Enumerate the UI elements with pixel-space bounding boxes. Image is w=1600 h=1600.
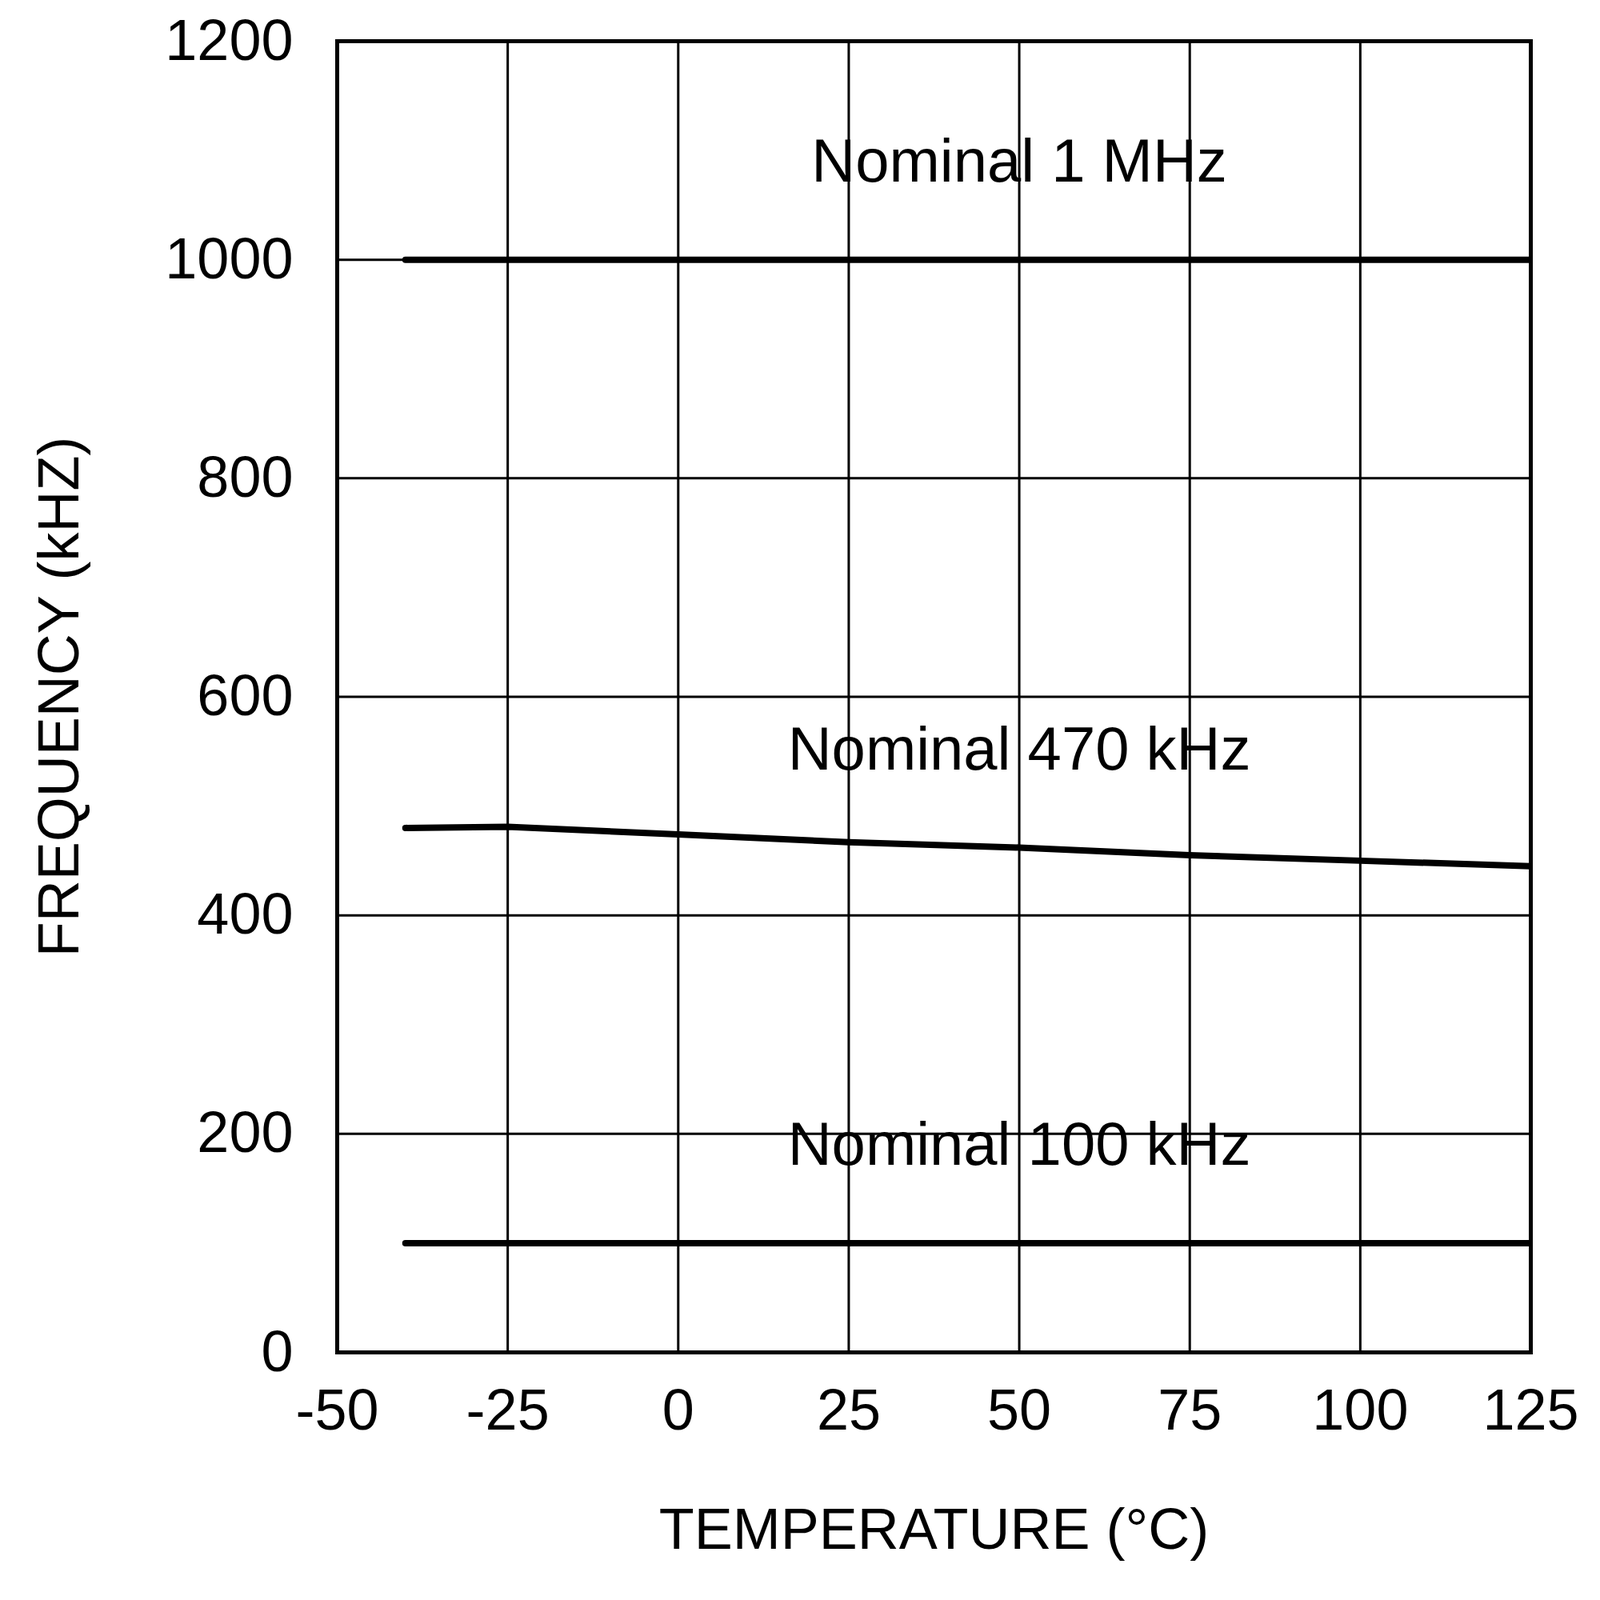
svg-text:-50: -50 (295, 1377, 379, 1442)
svg-text:800: 800 (196, 444, 293, 509)
svg-text:Nominal 1 MHz: Nominal 1 MHz (811, 126, 1227, 195)
svg-text:100: 100 (1312, 1377, 1408, 1442)
svg-text:0: 0 (260, 1319, 293, 1384)
svg-text:600: 600 (196, 663, 293, 728)
svg-text:75: 75 (1157, 1377, 1222, 1442)
svg-text:50: 50 (987, 1377, 1052, 1442)
svg-text:FREQUENCY (kHZ): FREQUENCY (kHZ) (26, 436, 91, 958)
svg-text:Nominal 470 kHz: Nominal 470 kHz (788, 714, 1252, 783)
svg-text:1200: 1200 (164, 8, 293, 72)
svg-text:400: 400 (196, 881, 293, 946)
svg-text:1000: 1000 (164, 226, 293, 291)
svg-text:125: 125 (1482, 1377, 1579, 1442)
svg-text:200: 200 (196, 1100, 293, 1164)
svg-text:Nominal 100 kHz: Nominal 100 kHz (788, 1109, 1252, 1178)
svg-text:TEMPERATURE (°C): TEMPERATURE (°C) (659, 1496, 1209, 1561)
svg-text:25: 25 (816, 1377, 881, 1442)
svg-text:0: 0 (662, 1377, 695, 1442)
svg-text:-25: -25 (466, 1377, 550, 1442)
